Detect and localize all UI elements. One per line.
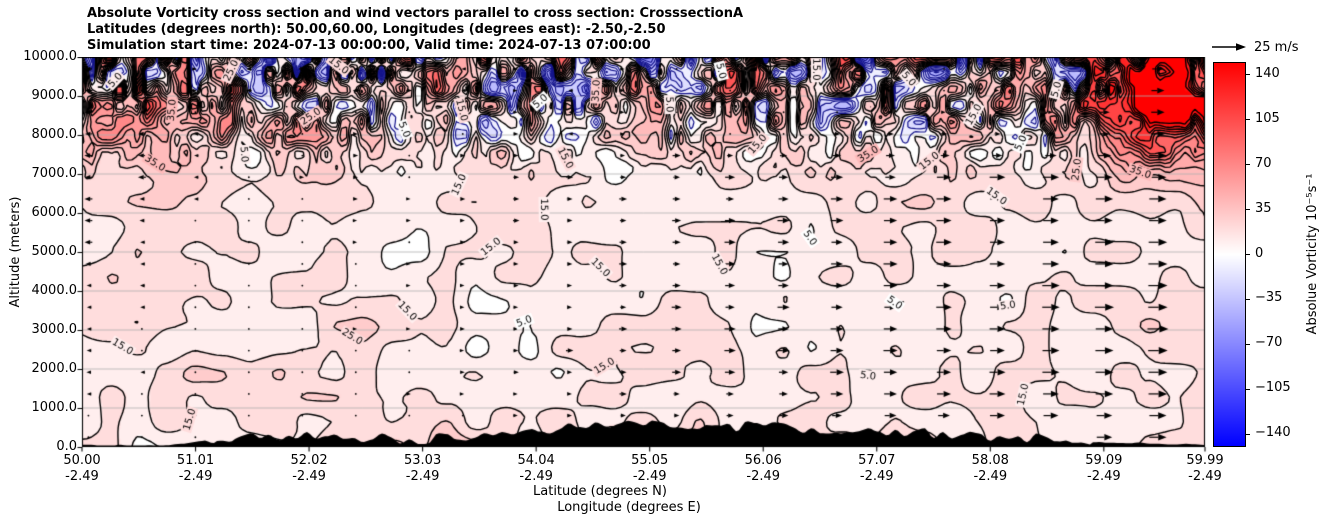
x-tick-label: 59.99 -2.49 (1186, 453, 1224, 484)
y-tick-label: 8000.0 (31, 127, 78, 142)
colorbar-tick-label: 70 (1255, 155, 1272, 171)
y-tick-label: 3000.0 (31, 322, 78, 337)
colorbar-tick-label: −70 (1255, 335, 1283, 351)
y-tick-label: 6000.0 (31, 205, 78, 220)
x-axis-label-longitude: Longitude (degrees E) (557, 500, 701, 515)
quiver-key-arrow-icon (1212, 43, 1246, 51)
x-tick-label: 50.00 -2.49 (63, 453, 101, 484)
colorbar-tick-label: 35 (1255, 200, 1272, 216)
colorbar-tickmark (1246, 74, 1250, 76)
x-tick-label: 59.09 -2.49 (1085, 453, 1123, 484)
y-tick-label: 4000.0 (31, 283, 78, 298)
colorbar-tick-label: 0 (1255, 245, 1264, 261)
colorbar-tick-label: −105 (1255, 380, 1291, 396)
x-tick-label: 55.05 -2.49 (631, 453, 669, 484)
colorbar-tick-label: 140 (1255, 65, 1280, 81)
plot-title-line1: Absolute Vorticity cross section and win… (87, 6, 744, 21)
y-tick-label: 9000.0 (31, 88, 78, 103)
y-tick-label: 7000.0 (31, 166, 78, 181)
y-tick-label: 5000.0 (31, 244, 78, 259)
y-tick-label: 1000.0 (31, 400, 78, 415)
plot-title-line2: Latitudes (degrees north): 50.00,60.00, … (87, 22, 666, 37)
colorbar-tickmark (1246, 433, 1250, 435)
x-tick-label: 57.07 -2.49 (858, 453, 896, 484)
y-tick-label: 10000.0 (23, 49, 77, 64)
plot-title-line3: Simulation start time: 2024-07-13 00:00:… (87, 38, 651, 53)
x-tick-label: 53.03 -2.49 (404, 453, 442, 484)
colorbar-tickmark (1246, 164, 1250, 166)
x-tick-label: 54.04 -2.49 (517, 453, 555, 484)
x-tick-label: 58.08 -2.49 (971, 453, 1009, 484)
colorbar-label: Absolue Vorticity 10⁻⁵s⁻¹ (1305, 173, 1320, 335)
colorbar-tickmark (1246, 209, 1250, 211)
x-axis-label-latitude: Latitude (degrees N) (533, 484, 667, 499)
plot-canvas (72, 57, 1215, 457)
x-tick-label: 51.01 -2.49 (176, 453, 215, 484)
quiver-key-label: 25 m/s (1254, 40, 1299, 55)
y-tick-label: 2000.0 (31, 361, 78, 376)
colorbar-tickmark (1246, 254, 1250, 255)
colorbar-tick-label: −35 (1255, 290, 1283, 306)
x-tick-label: 56.06 -2.49 (744, 453, 782, 484)
colorbar-tickmark (1246, 298, 1250, 300)
x-tick-label: 52.02 -2.49 (290, 453, 328, 484)
colorbar (1213, 62, 1246, 447)
colorbar-tick-label: −140 (1255, 425, 1291, 441)
colorbar-tickmark (1246, 119, 1250, 121)
colorbar-tick-label: 105 (1255, 110, 1280, 126)
colorbar-tickmark (1246, 388, 1250, 390)
colorbar-tickmark (1246, 343, 1250, 345)
y-tick-label: 0.0 (56, 439, 77, 454)
